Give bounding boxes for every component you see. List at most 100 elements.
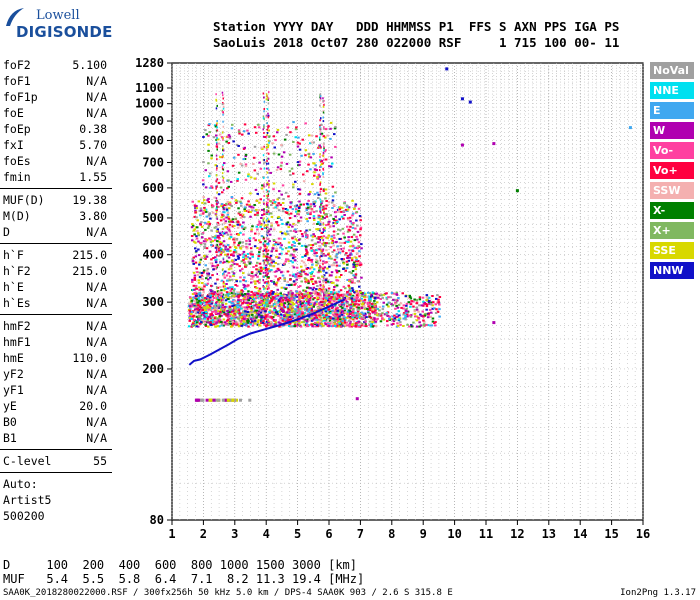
echo-point xyxy=(388,301,392,304)
echo-point xyxy=(387,296,390,299)
y-tick-label: 900 xyxy=(142,114,164,128)
param-label: yF2 xyxy=(3,367,24,381)
echo-point xyxy=(334,255,338,258)
echo-point xyxy=(285,252,288,255)
echo-point xyxy=(204,202,207,205)
echo-point xyxy=(347,319,351,322)
echo-point xyxy=(211,307,214,309)
echo-point xyxy=(316,296,319,299)
echo-point xyxy=(350,325,353,328)
echo-point xyxy=(200,256,203,259)
echo-point xyxy=(263,240,267,243)
echo-point xyxy=(348,249,351,252)
echo-point xyxy=(313,235,316,238)
echo-point xyxy=(350,259,354,262)
echo-point xyxy=(341,305,345,307)
echo-point xyxy=(217,250,221,253)
echo-point xyxy=(215,154,218,157)
echo-point xyxy=(221,103,224,106)
echo-point xyxy=(244,280,248,283)
echo-point xyxy=(269,324,273,327)
echo-point xyxy=(259,225,262,228)
echo-point xyxy=(294,313,297,316)
echo-point xyxy=(275,281,279,284)
echo-point xyxy=(326,323,329,326)
echo-point xyxy=(263,159,265,161)
param-value: 19.38 xyxy=(72,193,107,207)
echo-point xyxy=(346,217,350,220)
echo-point xyxy=(426,324,430,327)
echo-point xyxy=(370,305,374,308)
echo-point xyxy=(382,301,385,304)
echo-point xyxy=(196,271,199,274)
echo-point xyxy=(236,303,240,306)
echo-point xyxy=(295,273,298,276)
isolated-echo xyxy=(468,100,472,104)
echo-point xyxy=(233,300,236,303)
echo-point xyxy=(254,232,257,235)
echo-point xyxy=(327,201,331,204)
echo-point xyxy=(355,258,358,261)
echo-point xyxy=(346,316,349,319)
echo-point xyxy=(248,203,251,206)
echo-point xyxy=(332,292,336,295)
echo-point xyxy=(320,200,322,203)
echo-point xyxy=(247,296,250,299)
echo-point xyxy=(266,246,268,249)
echo-point xyxy=(299,275,303,278)
echo-point xyxy=(315,255,319,258)
echo-point xyxy=(240,204,243,207)
echo-point xyxy=(227,287,230,290)
echo-point xyxy=(359,262,362,265)
echo-point xyxy=(193,277,196,279)
echo-point xyxy=(408,314,412,317)
echo-point xyxy=(318,144,321,147)
echo-point xyxy=(215,251,218,254)
echo-point xyxy=(312,283,315,285)
echo-point xyxy=(333,258,337,261)
echo-point xyxy=(309,142,312,145)
echo-point xyxy=(343,236,346,239)
echo-point xyxy=(342,262,346,265)
echo-point xyxy=(393,314,396,317)
echo-point xyxy=(280,155,284,158)
echo-point xyxy=(341,301,344,304)
echo-point xyxy=(236,263,239,266)
echo-point xyxy=(329,317,332,320)
echo-point xyxy=(227,216,230,218)
echo-point xyxy=(288,217,292,219)
echo-point xyxy=(297,313,300,316)
echo-point xyxy=(332,204,336,206)
echo-point xyxy=(358,215,362,217)
echo-point xyxy=(374,313,377,316)
echo-point xyxy=(267,276,269,278)
echo-point xyxy=(232,298,235,301)
echo-point xyxy=(302,270,306,273)
echo-point xyxy=(195,306,199,309)
echo-point xyxy=(277,237,281,240)
echo-point xyxy=(394,303,397,306)
echo-point xyxy=(322,284,324,287)
echo-point xyxy=(396,324,400,327)
echo-point xyxy=(267,115,269,118)
echo-point xyxy=(317,228,320,230)
echo-point xyxy=(309,278,313,281)
echo-point xyxy=(425,305,429,308)
echo-point xyxy=(333,127,337,130)
echo-point xyxy=(254,282,257,285)
echo-point xyxy=(201,179,205,182)
echo-point xyxy=(263,288,265,291)
echo-point xyxy=(248,398,252,402)
echo-point xyxy=(233,241,236,244)
echo-point xyxy=(381,296,384,299)
autoscaling-info: Artist5 xyxy=(3,493,52,507)
echo-point xyxy=(268,213,270,216)
echo-point xyxy=(314,293,317,296)
echo-point xyxy=(306,325,309,328)
echo-point xyxy=(330,274,333,277)
echo-point xyxy=(252,315,255,318)
echo-point xyxy=(342,210,346,213)
echo-point xyxy=(245,245,248,248)
echo-point xyxy=(233,224,236,227)
echo-point xyxy=(359,226,363,229)
